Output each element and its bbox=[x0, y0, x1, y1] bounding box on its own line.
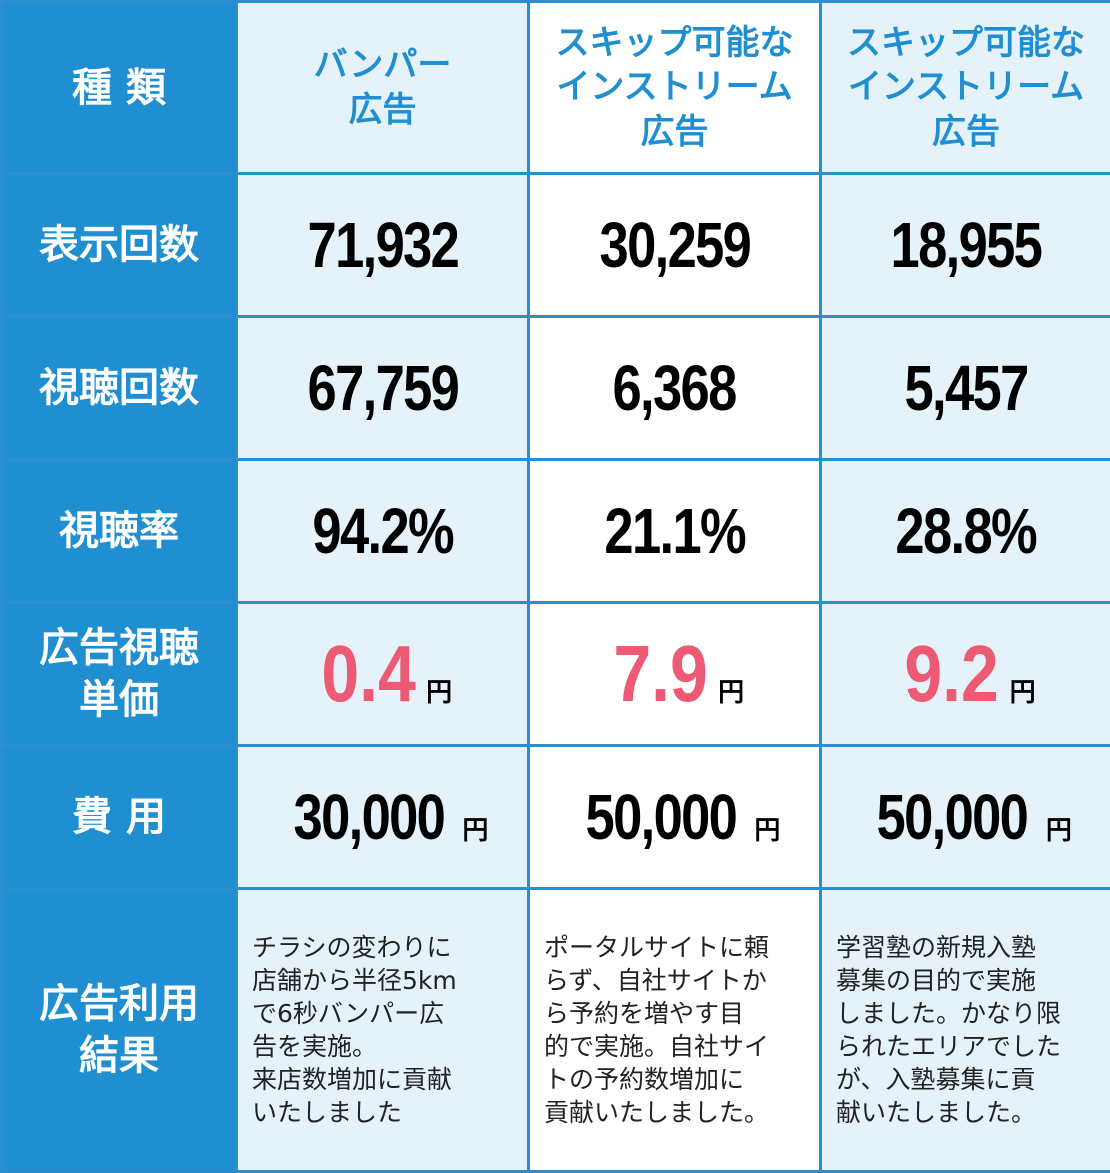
impressions-cell: 71,932 bbox=[237, 174, 529, 317]
view-rate-value: 28.8% bbox=[896, 494, 1037, 568]
cpv-row: 広告視聴 単価 0.4 円 7.9 円 9.2 円 bbox=[2, 603, 1110, 746]
yen-unit: 円 bbox=[426, 678, 452, 708]
views-value: 5,457 bbox=[904, 351, 1027, 425]
cost-value: 50,000 bbox=[585, 780, 736, 854]
results-row: 広告利用 結果 チラシの変わりに 店舗から半径5km で6秒バンパー広 告を実施… bbox=[2, 889, 1110, 1172]
impressions-cell: 18,955 bbox=[821, 174, 1110, 317]
impressions-value: 30,259 bbox=[599, 208, 750, 282]
cost-label: 費 用 bbox=[2, 746, 237, 889]
header-row: 種 類 バンパー 広告 スキップ可能な インストリーム 広告 スキップ可能な イ… bbox=[2, 2, 1110, 174]
impressions-cell: 30,259 bbox=[529, 174, 821, 317]
yen-unit: 円 bbox=[1046, 816, 1072, 846]
impressions-label: 表示回数 bbox=[2, 174, 237, 317]
view-rate-cell: 28.8% bbox=[821, 460, 1110, 603]
results-label: 広告利用 結果 bbox=[2, 889, 237, 1172]
cpv-cell: 9.2 円 bbox=[821, 603, 1110, 746]
cost-value: 50,000 bbox=[877, 780, 1028, 854]
views-cell: 5,457 bbox=[821, 317, 1110, 460]
column-header-skippable-1: スキップ可能な インストリーム 広告 bbox=[529, 2, 821, 174]
column-header-bumper: バンパー 広告 bbox=[237, 2, 529, 174]
cost-row: 費 用 30,000 円 50,000 円 50,000 円 bbox=[2, 746, 1110, 889]
view-rate-label: 視聴率 bbox=[2, 460, 237, 603]
views-cell: 6,368 bbox=[529, 317, 821, 460]
cpv-value: 7.9 bbox=[613, 628, 708, 720]
yen-unit: 円 bbox=[718, 678, 744, 708]
views-value: 6,368 bbox=[613, 351, 736, 425]
cpv-cell: 0.4 円 bbox=[237, 603, 529, 746]
view-rate-row: 視聴率 94.2% 21.1% 28.8% bbox=[2, 460, 1110, 603]
views-label: 視聴回数 bbox=[2, 317, 237, 460]
results-text: ポータルサイトに頼 らず、自社サイトか ら予約を増やす目 的で実施。自社サイ ト… bbox=[530, 931, 819, 1129]
cpv-cell: 7.9 円 bbox=[529, 603, 821, 746]
impressions-value: 18,955 bbox=[891, 208, 1042, 282]
impressions-value: 71,932 bbox=[307, 208, 458, 282]
cpv-label: 広告視聴 単価 bbox=[2, 603, 237, 746]
view-rate-value: 21.1% bbox=[604, 494, 745, 568]
yen-unit: 円 bbox=[1010, 678, 1036, 708]
cost-value: 30,000 bbox=[293, 780, 444, 854]
yen-unit: 円 bbox=[462, 816, 488, 846]
cpv-value: 0.4 bbox=[321, 628, 416, 720]
cost-cell: 30,000 円 bbox=[237, 746, 529, 889]
cost-cell: 50,000 円 bbox=[529, 746, 821, 889]
results-text: チラシの変わりに 店舗から半径5km で6秒バンパー広 告を実施。 来店数増加に… bbox=[238, 931, 527, 1129]
impressions-row: 表示回数 71,932 30,259 18,955 bbox=[2, 174, 1110, 317]
views-cell: 67,759 bbox=[237, 317, 529, 460]
cpv-value: 9.2 bbox=[905, 628, 1000, 720]
view-rate-value: 94.2% bbox=[312, 494, 453, 568]
view-rate-cell: 94.2% bbox=[237, 460, 529, 603]
yen-unit: 円 bbox=[754, 816, 780, 846]
results-text: 学習塾の新規入塾 募集の目的で実施 しました。かなり限 られたエリアでした が、… bbox=[822, 931, 1110, 1129]
views-row: 視聴回数 67,759 6,368 5,457 bbox=[2, 317, 1110, 460]
results-cell: ポータルサイトに頼 らず、自社サイトか ら予約を増やす目 的で実施。自社サイ ト… bbox=[529, 889, 821, 1172]
view-rate-cell: 21.1% bbox=[529, 460, 821, 603]
cost-cell: 50,000 円 bbox=[821, 746, 1110, 889]
results-cell: チラシの変わりに 店舗から半径5km で6秒バンパー広 告を実施。 来店数増加に… bbox=[237, 889, 529, 1172]
column-header-skippable-2: スキップ可能な インストリーム 広告 bbox=[821, 2, 1110, 174]
views-value: 67,759 bbox=[307, 351, 458, 425]
results-cell: 学習塾の新規入塾 募集の目的で実施 しました。かなり限 られたエリアでした が、… bbox=[821, 889, 1110, 1172]
type-header: 種 類 bbox=[2, 2, 237, 174]
